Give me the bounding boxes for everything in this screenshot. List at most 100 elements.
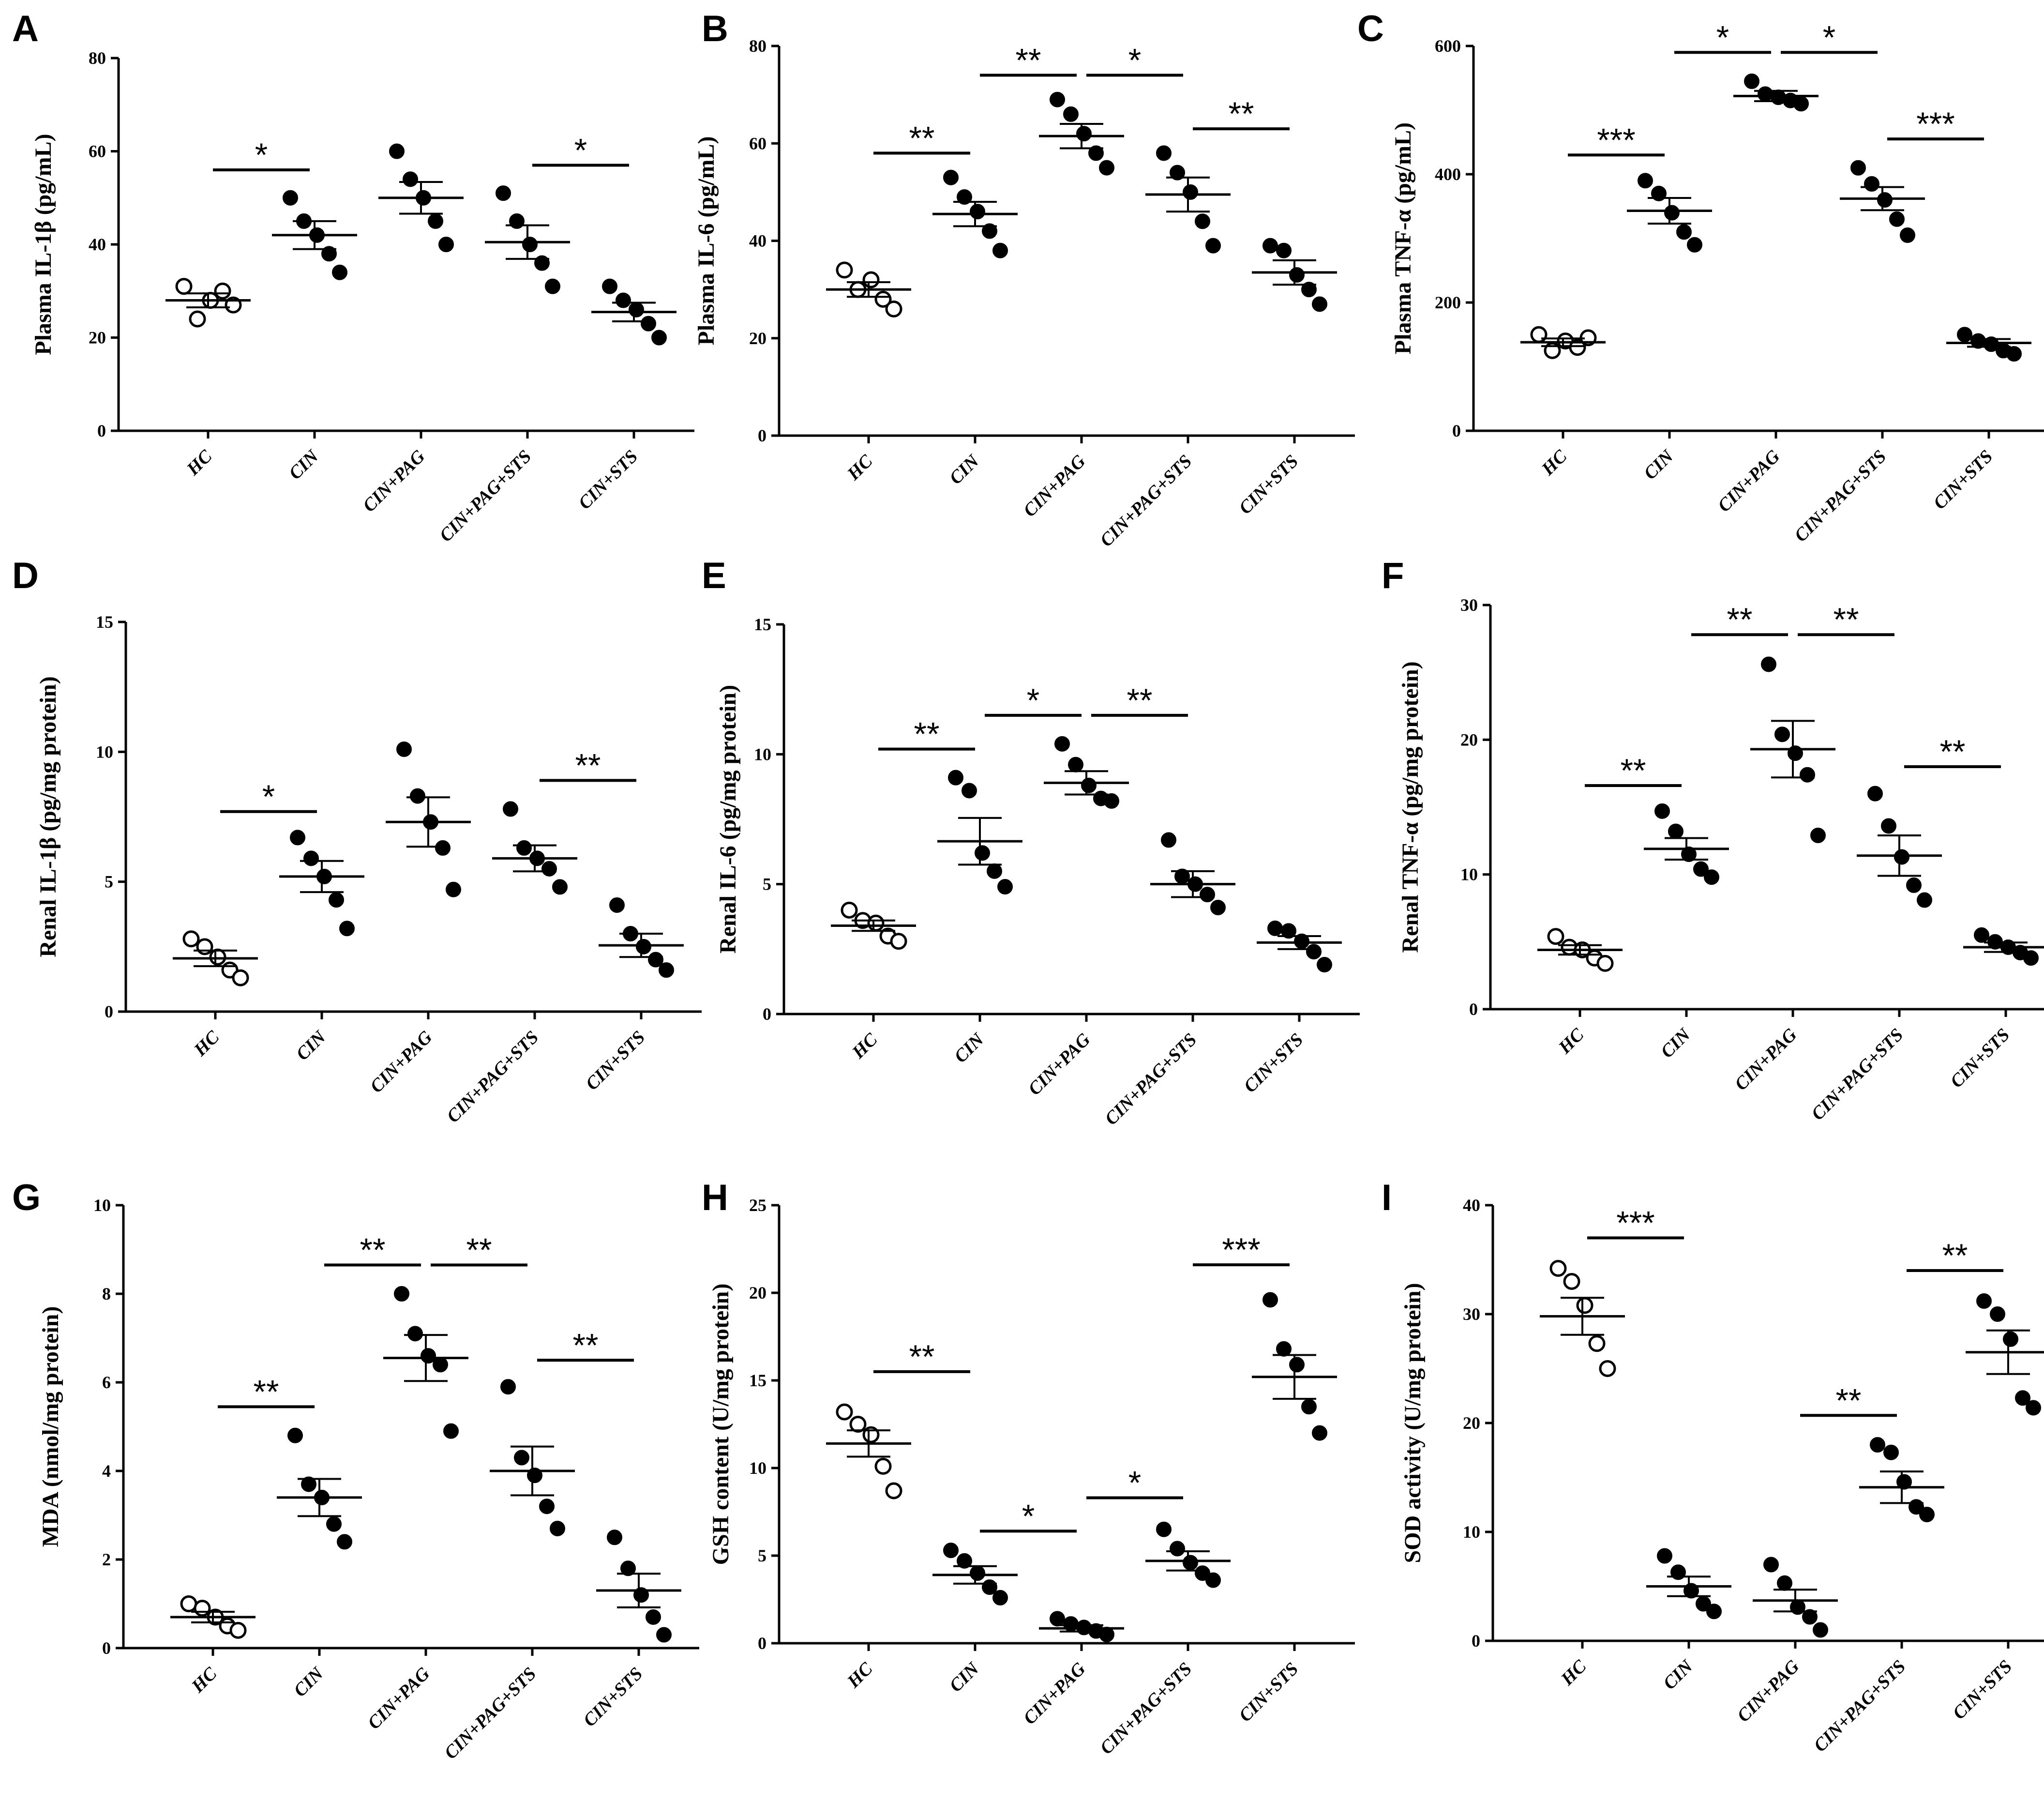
data-point	[329, 892, 344, 908]
x-tick-label: CIN+PAG	[1714, 446, 1784, 516]
data-point	[1870, 1437, 1885, 1453]
data-point	[1664, 205, 1680, 221]
data-point	[1563, 1273, 1580, 1290]
data-point	[1599, 1360, 1616, 1377]
x-tick-label: CIN+STS	[1235, 1659, 1302, 1726]
data-point	[1917, 892, 1932, 908]
data-point	[1974, 927, 1989, 943]
panel-letter: F	[1382, 555, 1404, 596]
data-point	[1881, 818, 1896, 834]
data-point	[1050, 1611, 1065, 1627]
y-tick-label: 10	[1463, 1522, 1480, 1542]
data-point	[1088, 145, 1104, 161]
y-tick-label: 0	[97, 421, 106, 440]
data-point	[514, 1450, 529, 1466]
data-point	[1195, 213, 1210, 229]
data-point	[948, 770, 963, 786]
data-point	[867, 914, 885, 932]
data-point	[516, 840, 532, 856]
data-point	[1693, 861, 1709, 877]
y-tick-label: 0	[758, 426, 766, 445]
data-point	[1068, 757, 1083, 772]
significance-label: **	[1016, 42, 1041, 78]
significance-label: ***	[1916, 106, 1954, 142]
data-point	[1758, 86, 1773, 102]
data-point	[1306, 944, 1322, 960]
y-tick-label: 0	[1472, 1631, 1480, 1651]
x-tick-label: CIN+PAG+STS	[1790, 446, 1890, 546]
significance-label: *	[1027, 682, 1039, 719]
significance-label: *	[1128, 1465, 1141, 1501]
data-point	[1276, 242, 1292, 258]
y-tick-label: 60	[89, 142, 106, 161]
y-axis-label: SOD activity (U/mg protein)	[1400, 1283, 1426, 1563]
data-point	[1681, 846, 1697, 862]
data-point	[1850, 160, 1866, 176]
significance-label: ***	[1597, 121, 1635, 158]
data-point	[550, 1520, 565, 1536]
data-point	[421, 1348, 436, 1364]
y-tick-label: 400	[1435, 165, 1461, 184]
data-point	[496, 185, 511, 201]
data-point	[410, 788, 425, 804]
x-tick-label: CIN+STS	[1235, 451, 1302, 518]
data-point	[500, 1379, 516, 1395]
data-point	[389, 143, 405, 159]
significance-label: **	[1229, 95, 1254, 132]
panel-f: F 0 10 20 30 Renal TNF-α (pg/mg protein) HC CIN…	[1382, 555, 2044, 1124]
significance-label: **	[1727, 601, 1753, 638]
y-tick-label: 10	[96, 742, 113, 761]
y-tick-label: 0	[758, 1634, 766, 1653]
data-point	[182, 930, 200, 948]
data-point	[232, 969, 249, 986]
data-point	[1312, 1425, 1327, 1441]
data-point	[1289, 1357, 1305, 1373]
y-axis-label: MDA (nmol/mg protein)	[38, 1306, 63, 1547]
panel-c: C 0 200 400 600 Plasma TNF-α (pg/mL) HC CIN CIN+…	[1357, 8, 2044, 546]
data-point	[1687, 237, 1702, 253]
data-point	[1063, 106, 1079, 122]
y-axis-label: Renal IL-6 (pg/mg protein)	[715, 685, 741, 954]
panel-letter: A	[12, 8, 39, 49]
y-tick-label: 20	[749, 1283, 766, 1302]
data-point	[1889, 211, 1905, 227]
data-point	[321, 246, 337, 262]
significance-label: **	[909, 120, 935, 156]
data-point	[180, 1595, 197, 1612]
y-tick-label: 10	[93, 1196, 111, 1215]
x-tick-label: HC	[182, 446, 216, 480]
data-point	[2003, 1331, 2018, 1347]
x-tick-label: CIN+PAG	[1733, 1656, 1804, 1726]
significance-label: **	[1942, 1237, 1968, 1274]
significance-label: **	[1836, 1382, 1862, 1419]
data-point	[1654, 803, 1670, 819]
data-point	[1262, 238, 1278, 254]
data-point	[1547, 928, 1564, 945]
y-tick-label: 20	[89, 328, 106, 348]
data-point	[1774, 727, 1790, 742]
significance-label: **	[1834, 601, 1859, 638]
panel-letter: I	[1382, 1177, 1392, 1218]
data-point	[209, 948, 226, 966]
data-point	[1894, 849, 1909, 865]
data-point	[1104, 793, 1119, 809]
data-point	[552, 879, 568, 895]
significance-label: *	[1022, 1498, 1035, 1534]
significance-label: *	[1128, 42, 1141, 78]
data-point	[1161, 832, 1176, 848]
data-point	[957, 189, 972, 205]
significance-label: *	[1823, 19, 1835, 56]
data-point	[1200, 887, 1215, 903]
significance-label: **	[360, 1232, 386, 1269]
data-point	[885, 300, 902, 318]
y-tick-label: 10	[749, 1458, 766, 1478]
data-point	[1312, 296, 1327, 312]
data-point	[1289, 267, 1305, 283]
data-point	[1210, 899, 1226, 915]
panel-e: E 0 5 10 15 Renal IL-6 (pg/mg protein) HC CIN CI…	[702, 555, 1360, 1129]
data-point	[2026, 1400, 2041, 1416]
data-point	[1205, 238, 1221, 254]
data-point	[522, 237, 538, 252]
data-point	[1170, 1541, 1185, 1557]
data-point	[1569, 339, 1586, 356]
